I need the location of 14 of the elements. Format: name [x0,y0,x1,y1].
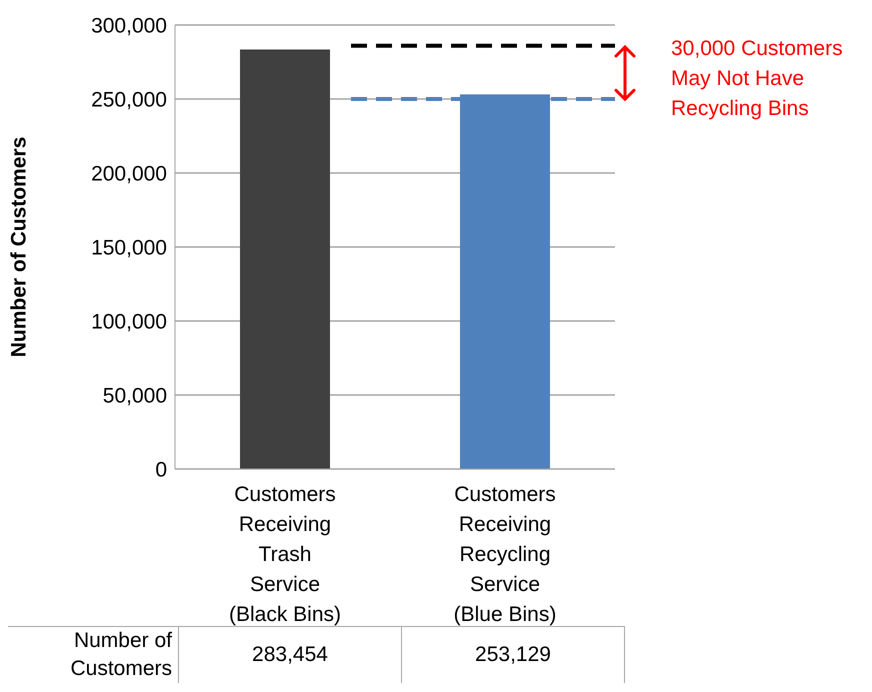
y-axis-title: Number of Customers [7,136,30,358]
y-tick-label: 0 [155,458,167,482]
text: 30,000 Customers May Not Have Recycling Bins [671,36,844,122]
x-tick-label: Customers Receiving Recycling Service (Blue Bins) [454,483,556,626]
y-tick-label: 50,000 [102,384,167,408]
y-tick-label: 250,000 [91,88,167,112]
data-label: 283,454 [178,626,402,683]
data-label: 253,129 [402,626,624,683]
y-tick-label: 150,000 [91,236,167,260]
y-tick-label: 100,000 [91,310,167,334]
text: Number of Customers [70,629,172,680]
y-tick-label: 200,000 [91,162,167,186]
y-tick-label: 300,000 [91,14,167,38]
x-tick-label: Customers Receiving Trash Service (Black Bins) [228,483,342,626]
